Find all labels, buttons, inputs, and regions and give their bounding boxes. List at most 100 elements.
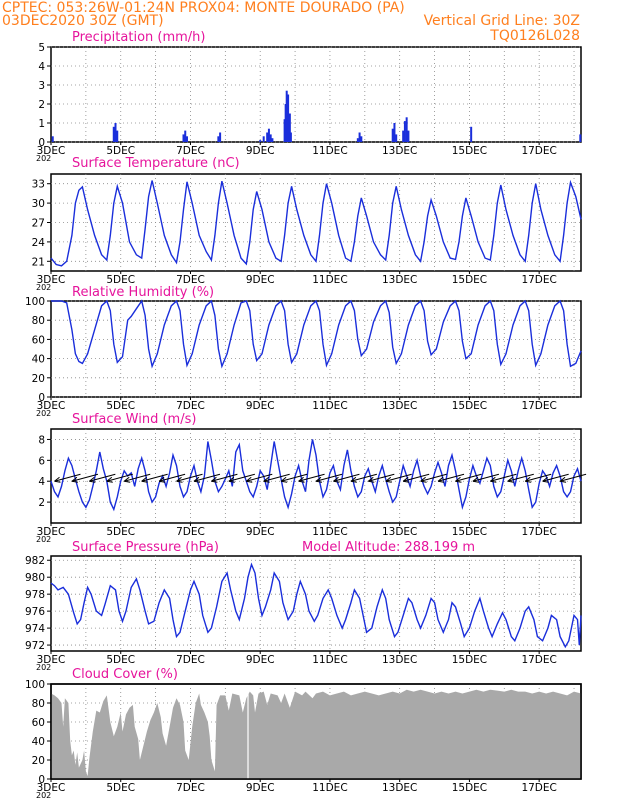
temp-ytick-label: 30 xyxy=(32,198,45,210)
wind-frame xyxy=(50,428,582,524)
pressure-frame xyxy=(50,555,582,652)
precip-bar xyxy=(284,104,287,142)
wind-arrow-head xyxy=(507,476,514,483)
precip-bar xyxy=(112,126,115,142)
wind-arrow xyxy=(141,473,168,482)
cloud-xtick-label: 5DEC xyxy=(106,782,135,794)
cloud-frame-top xyxy=(50,683,582,780)
precip-frame xyxy=(50,46,582,143)
wind-arrow xyxy=(124,473,151,482)
pressure-title: Surface Pressure (hPa) xyxy=(72,540,219,555)
wind-arrow xyxy=(490,473,517,482)
wind-ytick-label: 6 xyxy=(38,455,45,467)
wind-arrow xyxy=(472,473,500,482)
wind-arrow-head xyxy=(385,476,392,483)
pressure-ytick-label: 976 xyxy=(25,606,45,618)
precip-bar xyxy=(259,140,262,142)
temp-xtick-label: 7DEC xyxy=(176,274,205,286)
pressure-xtick-label: 7DEC xyxy=(176,654,205,666)
wind-arrow-head xyxy=(472,476,479,483)
cloud-ytick-label: 80 xyxy=(32,698,45,710)
precip-bar xyxy=(283,119,286,142)
wind-arrow xyxy=(559,473,587,482)
cloud-xtick-label: 15DEC xyxy=(452,782,487,794)
rh-title: Relative Humidity (%) xyxy=(72,285,214,300)
precip-bar xyxy=(470,126,473,142)
wind-arrow-head xyxy=(298,476,305,483)
temp-xtick-label: 5DEC xyxy=(106,274,135,286)
wind-arrow-head xyxy=(211,476,218,483)
precip-xtick-label: 17DEC xyxy=(521,145,556,157)
temp-panel: 3DEC 5DEC 7DEC 9DEC 11DEC 13DEC 15DEC 17DEC 202 2… xyxy=(32,173,582,292)
wind-arrow-head xyxy=(228,476,235,483)
precip-bar xyxy=(219,132,222,142)
wind-xtick-label: 17DEC xyxy=(521,526,556,538)
pressure-ytick-label: 982 xyxy=(25,555,45,567)
cloud-area xyxy=(51,689,581,779)
rh-ytick-label: 0 xyxy=(38,392,45,404)
pressure-xtick-label: 9DEC xyxy=(246,654,275,666)
wind-arrow-head xyxy=(367,476,375,483)
cloud-year-fragment: 202 xyxy=(36,791,51,800)
wind-arrow-head xyxy=(315,476,323,483)
wind-year-fragment: 202 xyxy=(36,535,51,544)
wind-arrow-head xyxy=(158,476,166,483)
precip-bar xyxy=(407,130,410,142)
precip-bar xyxy=(285,90,288,142)
wind-arrow xyxy=(246,473,273,482)
cloud-xtick-label: 9DEC xyxy=(246,782,275,794)
wind-arrow xyxy=(106,473,133,482)
wind-arrow-head xyxy=(402,476,410,483)
precip-ytick-label: 2 xyxy=(38,99,45,111)
rh-ytick-label: 100 xyxy=(25,296,45,308)
wind-arrow xyxy=(54,473,81,482)
cloud-ytick-label: 0 xyxy=(38,774,45,786)
wind-arrow-head xyxy=(89,476,96,483)
wind-arrow xyxy=(89,473,116,482)
precip-bar xyxy=(267,128,270,142)
wind-arrow xyxy=(228,473,255,482)
wind-arrow-head xyxy=(54,476,61,483)
wind-arrow xyxy=(368,473,395,482)
pressure-xtick-label: 13DEC xyxy=(382,654,417,666)
precip-bar xyxy=(266,132,269,142)
precip-xtick-label: 9DEC xyxy=(246,145,275,157)
wind-xtick-label: 13DEC xyxy=(382,526,417,538)
wind-arrow xyxy=(158,473,186,482)
wind-arrow-head xyxy=(437,476,445,483)
precip-year-fragment: 202 xyxy=(36,154,51,163)
wind-ytick-label: 2 xyxy=(38,497,45,509)
precip-bar xyxy=(395,134,398,142)
precip-bar xyxy=(184,130,187,142)
wind-title: Surface Wind (m/s) xyxy=(72,412,196,427)
header-model-id: TQ0126L028 xyxy=(489,28,580,44)
precip-xtick-label: 11DEC xyxy=(312,145,347,157)
precip-xtick-label: 3DEC xyxy=(37,145,66,157)
rh-ytick-label: 40 xyxy=(32,354,45,366)
temp-series-line xyxy=(50,179,582,267)
wind-arrow-head xyxy=(263,476,270,483)
precip-bar xyxy=(356,138,359,142)
wind-arrow xyxy=(455,473,482,482)
precip-title: Precipitation (mm/h) xyxy=(72,30,205,45)
wind-arrow xyxy=(420,473,447,482)
rh-xtick-label: 5DEC xyxy=(106,400,135,412)
rh-xtick-label: 17DEC xyxy=(521,400,556,412)
wind-arrow xyxy=(385,473,412,482)
temp-xtick-label: 9DEC xyxy=(246,274,275,286)
precip-bar xyxy=(403,121,406,142)
rh-frame xyxy=(50,300,582,398)
rh-xtick-label: 11DEC xyxy=(312,400,347,412)
wind-arrow xyxy=(350,473,377,482)
cloud-xtick-label: 7DEC xyxy=(176,782,205,794)
pressure-ytick-label: 972 xyxy=(25,640,45,652)
precip-bar xyxy=(262,136,265,142)
cloud-ytick-label: 100 xyxy=(25,679,45,691)
temp-xtick-label: 11DEC xyxy=(312,274,347,286)
rh-xtick-label: 15DEC xyxy=(452,400,487,412)
wind-arrow-head xyxy=(455,476,462,483)
wind-arrow-head xyxy=(559,476,567,483)
header-grid-line: Vertical Grid Line: 30Z xyxy=(424,13,580,29)
wind-arrow xyxy=(542,473,569,482)
wind-arrow-head xyxy=(106,476,113,483)
